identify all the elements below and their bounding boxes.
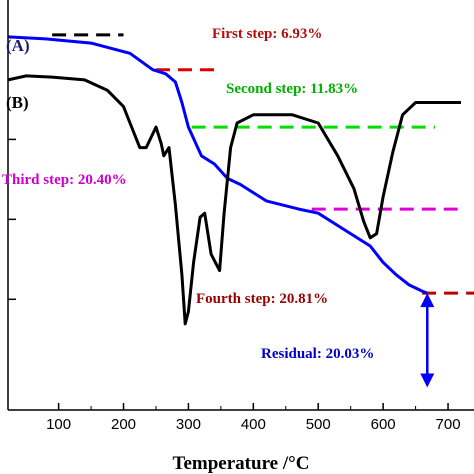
x-tick-label-100: 100 (46, 416, 71, 433)
fourth-step-label: Fourth step: 20.81% (196, 291, 328, 307)
x-tick-label-500: 500 (306, 416, 331, 433)
residual-arrow-head-bottom (420, 373, 435, 388)
residual-label: Residual: 20.03% (261, 346, 374, 362)
step-lines-layer (52, 33, 474, 295)
series-a-label: (A) (6, 36, 30, 55)
x-tick-label-700: 700 (436, 416, 461, 433)
axes-layer: 100 200 300 400 500 600 700 (7, 0, 474, 433)
series-a-tga-curve (7, 35, 428, 295)
series-b-dtg-curve (7, 74, 461, 326)
third-step-label: Third step: 20.40% (2, 172, 127, 188)
x-axis-title: Temperature /°C (173, 453, 310, 474)
series-b-label: (B) (6, 93, 29, 112)
x-tick-label-400: 400 (241, 416, 266, 433)
curves-layer (7, 35, 461, 388)
x-tick-label-300: 300 (176, 416, 201, 433)
first-step-label: First step: 6.93% (212, 26, 322, 42)
x-tick-label-600: 600 (371, 416, 396, 433)
x-tick-label-200: 200 (111, 416, 136, 433)
second-step-label: Second step: 11.83% (226, 81, 358, 97)
residual-arrow-head-top (420, 293, 435, 308)
